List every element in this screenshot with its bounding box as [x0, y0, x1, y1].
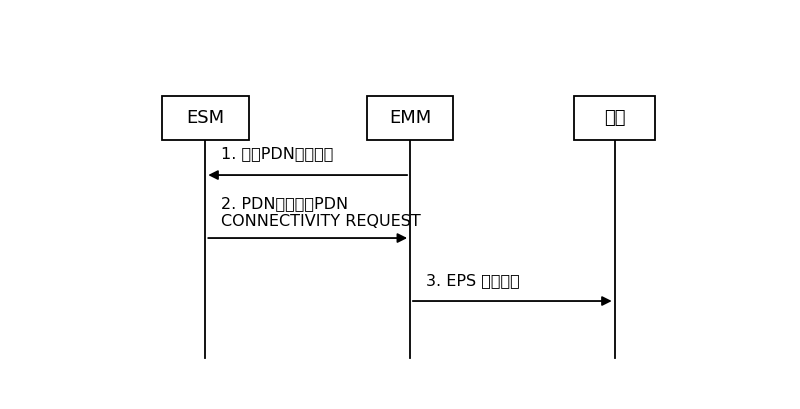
Text: 3. EPS 附着请求: 3. EPS 附着请求: [426, 274, 519, 288]
Text: 网络: 网络: [604, 109, 626, 127]
Text: CONNECTIVITY REQUEST: CONNECTIVITY REQUEST: [221, 213, 421, 229]
Text: ESM: ESM: [186, 109, 225, 127]
Bar: [162, 97, 249, 140]
Bar: [574, 97, 655, 140]
Text: 1. 发起PDN连接请求: 1. 发起PDN连接请求: [221, 146, 334, 161]
Text: 2. PDN连接请求PDN: 2. PDN连接请求PDN: [221, 196, 348, 211]
Bar: [366, 97, 454, 140]
Text: EMM: EMM: [389, 109, 431, 127]
